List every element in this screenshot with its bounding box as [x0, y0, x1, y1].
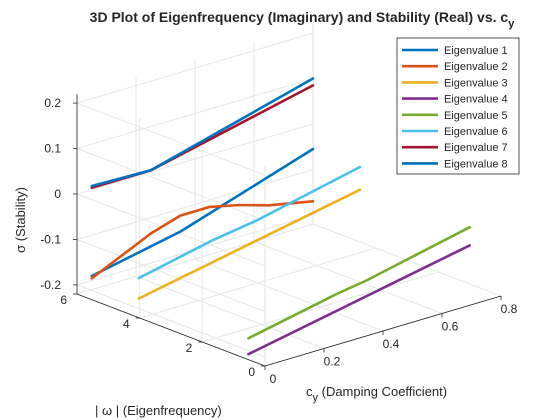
- z-tick-label: -0.1: [40, 233, 61, 247]
- series-line-6: [137, 165, 362, 280]
- legend-label-1: Eigenvalue 1: [444, 45, 508, 57]
- series-line-2: [90, 200, 315, 280]
- x-tick-label: 0.8: [501, 302, 518, 316]
- y-tick-label: 2: [186, 341, 193, 355]
- y-tick-label: 0: [248, 365, 255, 379]
- legend-label-7: Eigenvalue 7: [444, 142, 508, 154]
- series-line-8: [90, 77, 315, 188]
- x-tick-label: 0.2: [324, 355, 341, 369]
- z-tick-label: -0.2: [40, 278, 61, 292]
- y-tick-label: 4: [123, 317, 130, 331]
- x-tick-label: 0.4: [383, 337, 400, 351]
- x-axis-label: cy (Damping Coefficient): [306, 384, 447, 404]
- legend-label-3: Eigenvalue 3: [444, 77, 508, 89]
- grid-line: [76, 284, 266, 358]
- grid-line: [76, 169, 314, 240]
- series-line-5: [247, 225, 472, 340]
- grid-line: [253, 241, 443, 314]
- series-line-4: [247, 244, 472, 356]
- legend-label-4: Eigenvalue 4: [444, 94, 508, 106]
- y-tick-label: 6: [60, 293, 67, 307]
- tick-labels: 0 0.2 0.4 0.6 0.8 0 2 4 6-0.2 -0.1 0 0.1 0.2: [40, 96, 517, 386]
- y-axis-line: [76, 293, 266, 367]
- legend: Eigenvalue 1 Eigenvalue 2 Eigenvalue 3 Eige…: [396, 37, 520, 175]
- z-tick-label: 0: [54, 187, 61, 201]
- series-line-1: [90, 147, 315, 278]
- grid-line: [135, 276, 325, 349]
- grid-line: [202, 271, 439, 343]
- legend-label-2: Eigenvalue 2: [444, 61, 508, 73]
- z-tick-label: 0.1: [44, 142, 61, 156]
- series-line-3: [137, 188, 362, 300]
- legend-label-8: Eigenvalue 8: [444, 158, 508, 170]
- legend-label-5: Eigenvalue 5: [444, 110, 508, 122]
- chart-title: 3D Plot of Eigenfrequency (Imaginary) an…: [90, 9, 516, 30]
- grid-line: [76, 32, 314, 104]
- grid-line: [194, 258, 384, 332]
- legend-box: [396, 37, 520, 175]
- grid-line: [76, 193, 266, 267]
- x-tick-label: 0.6: [442, 320, 459, 334]
- z-axis-label: σ (Stability): [13, 187, 28, 253]
- legend-label-6: Eigenvalue 6: [444, 126, 508, 138]
- grid-line: [76, 223, 314, 295]
- x-tick-label: 0: [270, 372, 277, 386]
- grid-line: [76, 148, 266, 221]
- grid-line: [139, 247, 376, 319]
- z-tick-label: 0.2: [44, 96, 61, 110]
- series-lines: [90, 77, 472, 356]
- axes-box: [73, 94, 502, 370]
- grid-line: [76, 123, 314, 195]
- grid-line: [76, 102, 266, 176]
- y-axis-label: | ω | (Eigenfrequency): [95, 403, 222, 418]
- grid-line: [76, 239, 266, 312]
- grid-line: [76, 78, 314, 149]
